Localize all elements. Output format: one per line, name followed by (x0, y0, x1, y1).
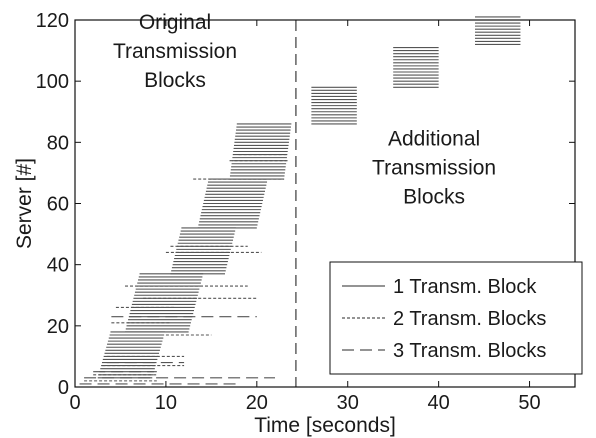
y-tick-label: 0 (58, 377, 69, 399)
legend: 1 Transm. Block 2 Transm. Blocks 3 Transm.… (329, 261, 583, 375)
y-tick-label: 120 (36, 10, 69, 32)
data-marks (79, 16, 521, 385)
annotation-line: Transmission (372, 156, 496, 179)
y-tick-label: 80 (47, 132, 69, 154)
x-tick-label: 10 (155, 392, 177, 414)
y-tick-label: 100 (36, 71, 69, 93)
annotation-line: Original (139, 11, 211, 34)
y-tick-label: 60 (47, 194, 69, 216)
legend-label: 2 Transm. Blocks (393, 308, 546, 330)
transmission-block (229, 123, 292, 180)
annotations: Original Transmission Blocks Additional Tran… (113, 11, 496, 208)
annotation-line: Blocks (403, 185, 465, 208)
x-tick-label: 30 (337, 392, 359, 414)
transmission-block (311, 86, 357, 125)
x-axis-title: Time [seconds] (254, 414, 396, 437)
annotation-additional: Additional Transmission Blocks (372, 127, 496, 208)
annotation-line: Additional (388, 127, 480, 150)
annotation-line: Transmission (113, 40, 237, 63)
annotation-original: Original Transmission Blocks (113, 11, 237, 92)
legend-label: 1 Transm. Block (393, 276, 537, 298)
x-tick-label: 40 (428, 392, 450, 414)
transmission-block (197, 178, 268, 229)
x-tick-label: 20 (246, 392, 268, 414)
transmission-block (393, 46, 439, 88)
x-tick-label: 50 (518, 392, 540, 414)
y-tick-label: 40 (47, 255, 69, 277)
y-axis-title: Server [#] (13, 158, 36, 249)
y-tick-label: 20 (47, 316, 69, 338)
x-tick-label: 0 (69, 392, 80, 414)
legend-label: 3 Transm. Blocks (393, 340, 546, 362)
annotation-line: Blocks (144, 69, 206, 92)
